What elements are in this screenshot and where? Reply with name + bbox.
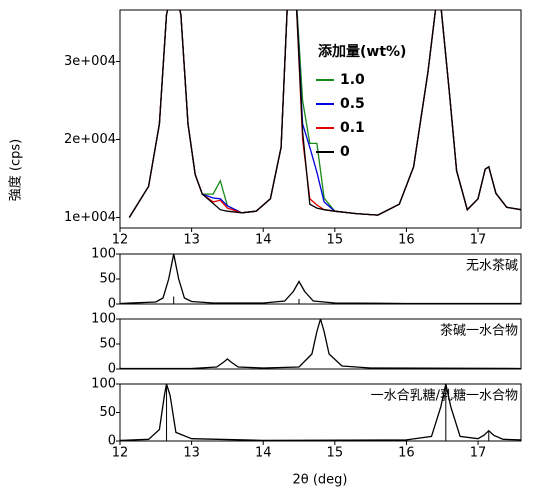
x-tick-label: 16 xyxy=(398,446,415,461)
plot-area xyxy=(120,384,521,441)
panel-label: 无水茶碱 xyxy=(466,258,518,274)
plot-area xyxy=(120,254,521,304)
series-line xyxy=(128,10,521,218)
legend-title: 添加量(wt%) xyxy=(318,43,406,60)
legend-label: 0 xyxy=(340,144,350,160)
y-tick-label: 100 xyxy=(91,247,116,262)
pattern-line xyxy=(120,384,521,441)
legend-label: 0.5 xyxy=(340,96,365,112)
pattern-line xyxy=(120,319,521,369)
y-tick-label: 1e+004 xyxy=(64,210,116,225)
plot-frame xyxy=(119,383,522,442)
y-tick-label: 50 xyxy=(99,405,116,420)
series-line xyxy=(128,10,521,218)
x-tick-label: 14 xyxy=(255,233,272,248)
legend-label: 1.0 xyxy=(340,72,365,88)
legend-label: 0.1 xyxy=(340,120,365,136)
y-tick-label: 0 xyxy=(108,362,116,377)
panel-label: 一水合乳糖/乳糖一水合物 xyxy=(371,388,518,404)
x-tick-label: 17 xyxy=(470,233,487,248)
y-tick-label: 100 xyxy=(91,377,116,392)
y-tick-label: 100 xyxy=(91,312,116,327)
y-tick-label: 0 xyxy=(108,434,116,449)
x-tick-label: 13 xyxy=(183,446,200,461)
y-axis-label: 強度 (cps) xyxy=(8,139,24,201)
y-tick-label: 0 xyxy=(108,297,116,312)
plot-frame xyxy=(119,9,522,229)
x-tick-label: 15 xyxy=(327,446,344,461)
series-line xyxy=(128,10,521,218)
y-tick-label: 2e+004 xyxy=(64,132,116,147)
x-tick-label: 17 xyxy=(470,446,487,461)
series-line xyxy=(128,10,521,218)
x-tick-label: 12 xyxy=(112,233,129,248)
pattern-line xyxy=(120,254,521,304)
x-tick-label: 15 xyxy=(327,233,344,248)
plot-area xyxy=(128,10,521,218)
x-axis-label: 2θ (deg) xyxy=(292,473,347,488)
y-tick-label: 50 xyxy=(99,272,116,287)
x-tick-label: 12 xyxy=(112,446,129,461)
x-tick-label: 13 xyxy=(183,233,200,248)
y-tick-label: 50 xyxy=(99,337,116,352)
plot-frame xyxy=(119,318,522,370)
plot-area xyxy=(120,319,521,369)
x-tick-label: 14 xyxy=(255,446,272,461)
y-tick-label: 3e+004 xyxy=(64,54,116,69)
panel-label: 茶碱一水合物 xyxy=(440,323,518,339)
x-tick-label: 16 xyxy=(398,233,415,248)
plot-frame xyxy=(119,253,522,305)
